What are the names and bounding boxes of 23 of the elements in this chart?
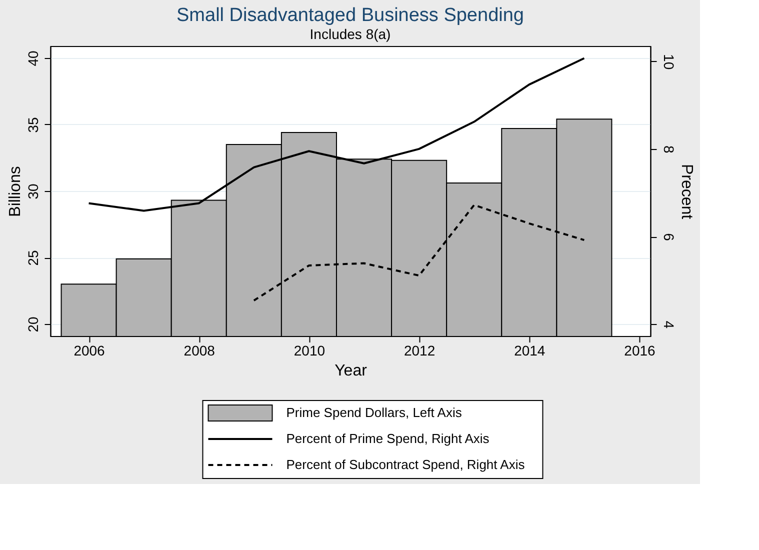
y2-tick-label: 4 [660,320,677,329]
y2-tick-label: 6 [660,233,677,242]
y-tick-label: 30 [24,184,41,200]
y2-tick-label: 8 [660,146,677,154]
x-tick-label: 2014 [514,342,546,358]
y-tick-label: 35 [24,116,41,133]
chart-subtitle: Includes 8(a) [310,26,391,42]
y-tick-label: 25 [24,250,41,266]
x-axis-title: Year [334,362,368,380]
y-axis-title: Billions [6,166,24,217]
y2-axis-title: Precent [678,164,695,220]
x-tick-label: 2016 [624,342,656,358]
x-tick-label: 2006 [74,342,106,358]
x-tick-label: 2010 [294,342,326,358]
y-tick-label: 20 [24,316,41,332]
y2-tick-label: 10 [660,54,677,70]
legend-label: Percent of Prime Spend, Right Axis [286,431,490,446]
y-tick-label: 40 [24,50,41,66]
legend-label: Prime Spend Dollars, Left Axis [286,405,462,420]
legend-label: Percent of Subcontract Spend, Right Axis [286,457,526,472]
chart-title: Small Disadvantaged Business Spending [176,5,524,26]
x-tick-label: 2008 [184,342,216,358]
x-tick-label: 2012 [404,342,436,358]
